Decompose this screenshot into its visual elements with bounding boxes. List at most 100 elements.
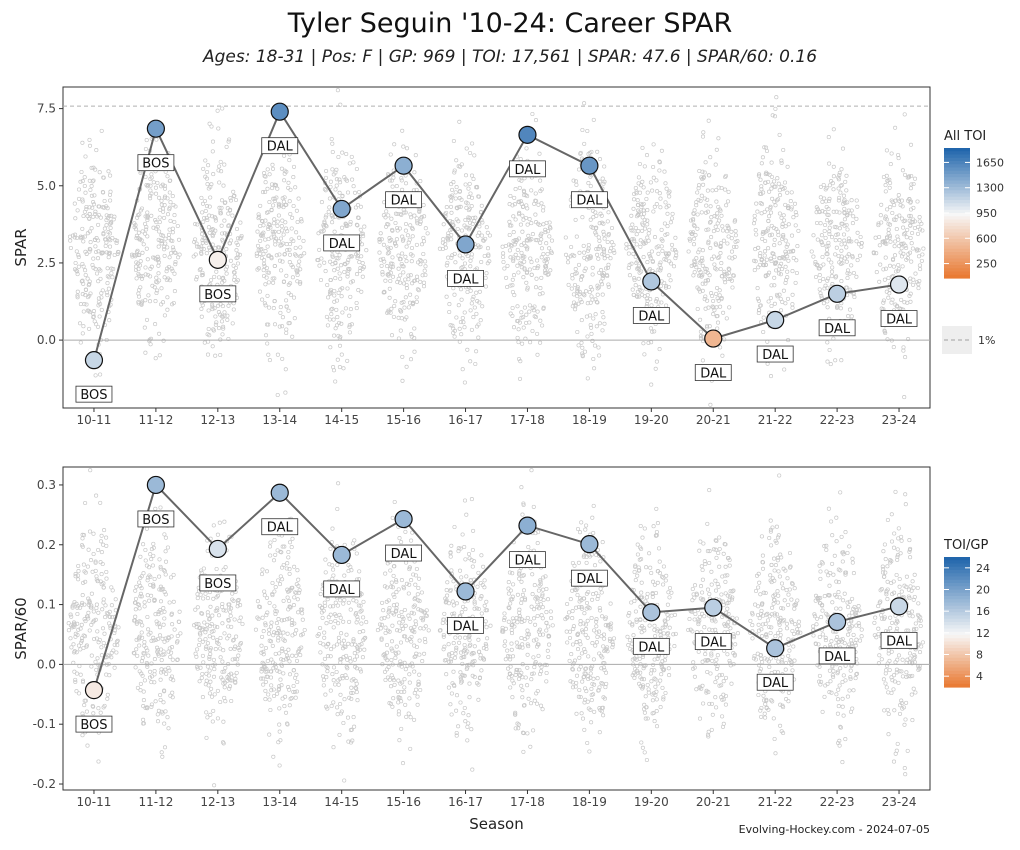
distribution-dot bbox=[228, 196, 233, 201]
distribution-dot bbox=[511, 273, 517, 278]
distribution-dot bbox=[722, 277, 727, 282]
distribution-dot bbox=[575, 329, 580, 335]
distribution-dot bbox=[635, 259, 640, 264]
distribution-dot bbox=[768, 210, 774, 215]
distribution-dot bbox=[845, 271, 850, 276]
distribution-dot bbox=[668, 220, 673, 225]
distribution-dot bbox=[826, 240, 831, 245]
distribution-dot bbox=[444, 210, 449, 215]
distribution-dot bbox=[76, 254, 81, 260]
distribution-dot bbox=[700, 134, 706, 139]
distribution-dot bbox=[360, 231, 365, 236]
distribution-dot bbox=[402, 305, 407, 310]
distribution-dot bbox=[74, 249, 79, 254]
distribution-dot bbox=[511, 214, 516, 219]
distribution-dot bbox=[706, 173, 711, 178]
distribution-dot bbox=[78, 340, 83, 345]
distribution-dot bbox=[609, 246, 614, 251]
distribution-dot bbox=[592, 366, 597, 371]
distribution-dot bbox=[729, 229, 734, 234]
distribution-dot bbox=[162, 203, 167, 208]
distribution-dot bbox=[696, 250, 701, 255]
distribution-dot bbox=[817, 273, 822, 278]
distribution-dot bbox=[275, 219, 280, 224]
distribution-dot bbox=[332, 299, 337, 304]
distribution-dot bbox=[99, 307, 104, 312]
distribution-dot bbox=[419, 242, 425, 247]
distribution-dot bbox=[840, 221, 845, 226]
distribution-dot bbox=[700, 288, 705, 293]
distribution-dot bbox=[835, 304, 840, 309]
distribution-dot bbox=[485, 230, 490, 235]
distribution-dot bbox=[570, 304, 575, 309]
distribution-dot bbox=[577, 292, 582, 297]
team-label-text: DAL bbox=[515, 163, 542, 178]
distribution-dot bbox=[641, 341, 646, 346]
distribution-dot bbox=[689, 263, 694, 268]
distribution-dot bbox=[403, 221, 409, 227]
distribution-dot bbox=[821, 276, 826, 282]
distribution-dot bbox=[287, 199, 292, 204]
distribution-dot bbox=[270, 276, 275, 281]
distribution-dot bbox=[657, 347, 662, 352]
distribution-dot bbox=[136, 236, 141, 241]
distribution-dot bbox=[795, 244, 800, 249]
distribution-dot bbox=[813, 274, 819, 280]
distribution-dot bbox=[462, 310, 467, 315]
distribution-dot bbox=[600, 273, 605, 278]
distribution-dot bbox=[286, 321, 291, 326]
distribution-dot bbox=[543, 230, 548, 235]
distribution-dot bbox=[574, 234, 579, 239]
distribution-dot bbox=[600, 176, 605, 181]
distribution-dot bbox=[601, 229, 606, 234]
distribution-dot bbox=[230, 321, 235, 326]
distribution-dot bbox=[757, 253, 762, 259]
distribution-dot bbox=[837, 226, 842, 231]
distribution-dot bbox=[280, 259, 285, 264]
distribution-dot bbox=[276, 213, 281, 218]
distribution-dot bbox=[105, 293, 110, 298]
distribution-dot bbox=[712, 214, 717, 219]
distribution-dot bbox=[600, 328, 605, 333]
distribution-dot bbox=[444, 263, 449, 268]
distribution-dot bbox=[446, 231, 451, 236]
distribution-dot bbox=[457, 189, 462, 194]
distribution-dot bbox=[703, 210, 709, 215]
distribution-dot bbox=[845, 227, 850, 232]
distribution-dot bbox=[327, 196, 332, 201]
distribution-dot bbox=[224, 144, 229, 149]
distribution-dot bbox=[355, 203, 361, 208]
distribution-dot bbox=[590, 272, 595, 277]
distribution-dot bbox=[210, 227, 215, 232]
distribution-dot bbox=[462, 223, 467, 228]
distribution-dot bbox=[200, 210, 205, 215]
distribution-dot bbox=[345, 190, 351, 195]
distribution-dot bbox=[143, 146, 148, 152]
distribution-dot bbox=[640, 145, 645, 150]
distribution-dot bbox=[133, 227, 139, 232]
team-label-text: DAL bbox=[762, 348, 789, 363]
distribution-dot bbox=[762, 145, 767, 150]
distribution-dot bbox=[226, 139, 231, 144]
distribution-dot bbox=[667, 189, 672, 194]
distribution-dot bbox=[759, 257, 764, 262]
distribution-dot bbox=[694, 256, 699, 261]
distribution-dot bbox=[717, 254, 722, 260]
distribution-dot bbox=[451, 180, 456, 185]
distribution-dot bbox=[635, 198, 640, 203]
distribution-dot bbox=[572, 282, 578, 288]
distribution-dot bbox=[715, 285, 720, 291]
distribution-dot bbox=[753, 227, 758, 233]
reference-legend: 1% bbox=[942, 326, 995, 354]
distribution-dot bbox=[451, 138, 456, 144]
distribution-dot bbox=[525, 285, 530, 290]
distribution-dot bbox=[778, 296, 783, 301]
team-label: DAL bbox=[509, 160, 546, 178]
distribution-dot bbox=[816, 266, 821, 271]
distribution-dot bbox=[134, 276, 139, 281]
distribution-dot bbox=[130, 254, 135, 259]
distribution-dot bbox=[764, 170, 769, 175]
distribution-dot bbox=[327, 291, 333, 296]
distribution-dot bbox=[772, 283, 777, 288]
distribution-dot bbox=[75, 272, 80, 277]
